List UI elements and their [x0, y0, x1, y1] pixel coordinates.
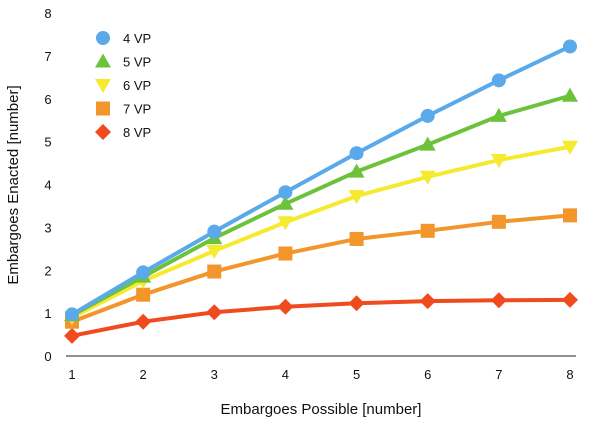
x-tick-label: 3 [211, 367, 218, 382]
data-point [490, 107, 507, 122]
x-tick-label: 4 [282, 367, 289, 382]
legend-item: 5 VP [95, 53, 151, 70]
data-point [419, 170, 436, 185]
x-axis-title: Embargoes Possible [number] [221, 401, 422, 418]
legend-item: 4 VP [96, 31, 151, 46]
axes: 1 2 3 4 5 6 7 8 0 1 2 3 4 5 6 7 8 [44, 6, 576, 382]
data-point [348, 190, 365, 205]
data-point [207, 264, 222, 279]
data-point [563, 39, 577, 54]
y-tick-label: 3 [44, 220, 51, 235]
data-point [207, 224, 222, 239]
series-line [70, 297, 572, 338]
data-point [348, 163, 365, 178]
legend-marker [95, 124, 111, 140]
legend-marker [95, 53, 111, 68]
y-tick-label: 7 [44, 49, 51, 64]
x-tick-label: 6 [424, 367, 431, 382]
data-point [349, 231, 364, 246]
legend-item: 6 VP [95, 78, 151, 93]
y-tick-label: 8 [44, 6, 51, 21]
x-tick-label: 5 [353, 367, 360, 382]
legend-marker [96, 31, 110, 45]
y-tick-label: 6 [44, 92, 51, 107]
y-tick-label: 5 [44, 135, 51, 150]
y-axis-title: Embargoes Enacted [number] [5, 85, 22, 284]
y-tick-label: 2 [44, 263, 51, 278]
data-point [420, 223, 435, 238]
data-point [348, 295, 365, 312]
legend-label: 4 VP [123, 31, 151, 46]
legend-marker [96, 101, 110, 116]
data-point [136, 287, 151, 302]
data-point [562, 291, 578, 308]
data-point [135, 313, 152, 330]
data-point [136, 265, 151, 280]
series-8-vp [64, 291, 578, 344]
legend-label: 6 VP [123, 78, 151, 93]
y-tick-label: 4 [44, 178, 51, 193]
data-point [278, 246, 293, 261]
series-5-vp [64, 87, 578, 322]
legend-item: 8 VP [95, 124, 151, 140]
x-tick-label: 7 [495, 367, 502, 382]
data-point [562, 140, 578, 155]
data-point [65, 307, 79, 322]
legend-marker [95, 79, 111, 93]
x-tick-label: 2 [140, 367, 147, 382]
x-tick-label: 8 [566, 367, 573, 382]
y-tick-label: 1 [44, 306, 51, 321]
data-point [419, 293, 436, 310]
legend: 4 VP 5 VP 6 VP 7 VP 8 VP [95, 31, 151, 140]
data-point [277, 195, 294, 210]
data-point [420, 108, 435, 123]
series-line [70, 213, 572, 324]
x-tick-label: 1 [68, 367, 75, 382]
data-point [64, 327, 80, 344]
legend-label: 7 VP [123, 102, 151, 117]
legend-label: 8 VP [123, 125, 151, 140]
series-4-vp [65, 39, 577, 322]
data-point [419, 136, 436, 151]
legend-item: 7 VP [96, 101, 151, 117]
data-point [563, 208, 577, 223]
data-point [278, 185, 293, 200]
legend-label: 5 VP [123, 55, 151, 70]
data-point [490, 154, 507, 169]
data-point [277, 298, 294, 315]
data-point [562, 87, 578, 102]
data-point [491, 73, 506, 88]
y-tick-label: 0 [44, 349, 51, 364]
data-point [277, 216, 294, 231]
series-line [70, 93, 572, 318]
data-point [206, 304, 223, 321]
data-point [490, 292, 507, 309]
series-line [70, 44, 572, 317]
series-layer [64, 39, 578, 344]
data-point [349, 146, 364, 161]
series-line [70, 144, 572, 320]
data-point [491, 214, 506, 229]
data-point [206, 244, 223, 259]
